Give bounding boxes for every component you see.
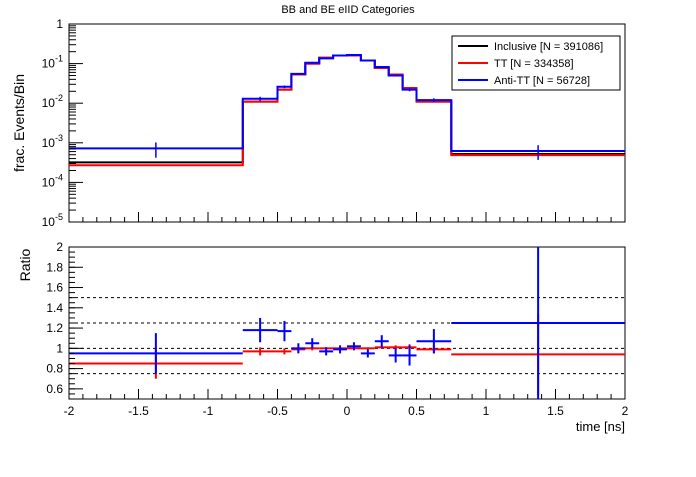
legend: Inclusive [N = 391086] TT [N = 334358] Ant… xyxy=(451,35,621,91)
top-y-tick-label: 10-4 xyxy=(42,172,63,189)
top-panel: 10-5 10-4 10-3 10-2 10-1 1 frac. Events/Bin I… xyxy=(11,17,626,229)
legend-entry-label: TT [N = 334358] xyxy=(494,58,574,70)
bottom-x-tick-label: -2 xyxy=(64,404,75,418)
x-axis-label: time [ns] xyxy=(576,419,625,434)
top-y-tick-label: 10-1 xyxy=(42,54,63,71)
top-y-tick-label: 10-5 xyxy=(42,212,63,229)
top-y-tick-label: 1 xyxy=(56,17,63,31)
bottom-x-tick-label: 0 xyxy=(344,404,351,418)
legend-entry-label: Anti-TT [N = 56728] xyxy=(494,75,590,87)
legend-entry-label: Inclusive [N = 391086] xyxy=(494,41,603,53)
bottom-y-tick-label: 1.4 xyxy=(46,301,63,315)
bottom-y-tick-label: 1 xyxy=(56,341,63,355)
bottom-x-tick-label: -0.5 xyxy=(267,404,288,418)
bottom-panel: 0.6 0.8 1 1.2 1.4 1.6 1.8 2 -2 -1.5 -1 -0.5 0 0.5 1 1.… xyxy=(17,240,629,434)
bottom-x-tick-label: 1 xyxy=(483,404,490,418)
bottom-y-tick-label: 1.8 xyxy=(46,260,63,274)
top-y-tick-label: 10-2 xyxy=(42,93,63,110)
top-y-tick-label: 10-3 xyxy=(42,133,63,150)
bottom-y-tick-label: 2 xyxy=(56,240,63,254)
chart-title: BB and BE eIID Categories xyxy=(281,4,415,16)
bottom-y-tick-label: 1.6 xyxy=(46,281,63,295)
top-y-axis-label: frac. Events/Bin xyxy=(11,74,27,172)
bottom-x-tick-label: -1 xyxy=(203,404,214,418)
bottom-y-tick-label: 0.8 xyxy=(46,362,63,376)
bottom-y-tick-label: 1.2 xyxy=(46,321,63,335)
bottom-x-tick-label: 2 xyxy=(622,404,629,418)
bottom-x-tick-label: -1.5 xyxy=(128,404,149,418)
bottom-y-axis-label: Ratio xyxy=(17,248,33,281)
bottom-x-tick-label: 1.5 xyxy=(547,404,564,418)
bottom-x-tick-label: 0.5 xyxy=(408,404,425,418)
bottom-y-tick-label: 0.6 xyxy=(46,382,63,396)
